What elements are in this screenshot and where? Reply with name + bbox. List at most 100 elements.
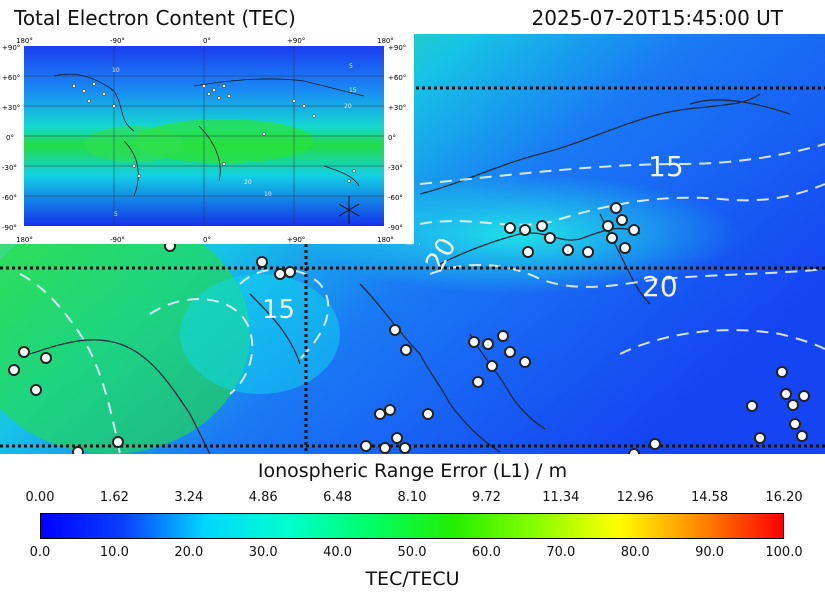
- station-marker: [619, 242, 631, 254]
- station-marker: [789, 418, 801, 430]
- station-marker: [536, 220, 548, 232]
- inset-lat-label: +30°: [388, 104, 407, 112]
- chart-title: Total Electron Content (TEC): [14, 6, 296, 30]
- station-marker: [649, 438, 661, 450]
- inset-lon-label: -90°: [110, 236, 125, 244]
- station-marker: [504, 222, 516, 234]
- tec-tick: 40.0: [323, 545, 353, 560]
- tec-ticks: 0.0 10.0 20.0 30.0 40.0 50.0 60.0 70.0 80.0 90.0 1…: [30, 545, 803, 561]
- station-marker: [40, 352, 52, 364]
- range-error-ticks: 0.00 1.62 3.24 4.86 6.48 8.10 9.72 11.34 12.96 14…: [26, 490, 803, 506]
- station-marker: [746, 400, 758, 412]
- inset-contour-label: 20: [244, 179, 252, 186]
- station-marker: [256, 256, 268, 268]
- inset-contour-label: 10: [264, 191, 272, 198]
- contour-label: 20: [642, 270, 678, 303]
- station-marker: [18, 346, 30, 358]
- range-error-tick: 12.96: [616, 490, 654, 505]
- inset-contour-label: 5: [349, 63, 353, 70]
- tec-blob: [0, 214, 250, 454]
- station-marker: [610, 202, 622, 214]
- inset-lon-label: 180°: [16, 37, 33, 45]
- inset-contour-label: 15: [349, 87, 357, 94]
- station-marker: [522, 246, 534, 258]
- station-marker: [776, 366, 788, 378]
- inset-contour-label: 5: [114, 211, 118, 218]
- station-marker: [497, 330, 509, 342]
- station-marker: [602, 220, 614, 232]
- station-marker: [482, 338, 494, 350]
- station-marker: [787, 399, 799, 411]
- station-marker: [754, 432, 766, 444]
- inset-contour-label: 10: [112, 67, 120, 74]
- contour-label: 15: [648, 150, 684, 183]
- tec-tick: 100.0: [765, 545, 803, 560]
- station-marker: [112, 436, 124, 448]
- station-marker: [798, 390, 810, 402]
- tec-unit-label: TEC/TECU: [365, 568, 460, 590]
- tec-tick: 80.0: [620, 545, 650, 560]
- station-marker: [379, 442, 391, 454]
- inset-lat-label: +60°: [2, 74, 21, 82]
- range-error-tick: 3.24: [174, 490, 204, 505]
- tec-tick: 10.0: [99, 545, 129, 560]
- inset-lon-label: 180°: [16, 236, 33, 244]
- tec-tick: 70.0: [546, 545, 576, 560]
- inset-lon-label: 0°: [203, 37, 211, 45]
- station-marker: [8, 364, 20, 376]
- inset-lat-label: 0°: [388, 134, 396, 142]
- inset-lat-label: -30°: [388, 164, 403, 172]
- tec-colorbar: [40, 513, 784, 539]
- tec-blob: [180, 274, 340, 394]
- range-error-label: Ionospheric Range Error (L1) / m: [257, 460, 568, 482]
- inset-lat-label: +60°: [388, 74, 407, 82]
- inset-lon-label: +90°: [287, 37, 306, 45]
- station-marker: [391, 432, 403, 444]
- station-marker: [72, 446, 84, 454]
- tec-tick: 90.0: [695, 545, 725, 560]
- inset-lon-label: -90°: [110, 37, 125, 45]
- station-marker: [628, 448, 640, 454]
- station-marker: [30, 384, 42, 396]
- graticule: [0, 86, 825, 454]
- inset-lon-label: +90°: [287, 236, 306, 244]
- inset-continents: [53, 73, 365, 197]
- station-marker: [468, 336, 480, 348]
- station-marker: [504, 346, 516, 358]
- timestamp: 2025-07-20T15:45:00 UT: [531, 6, 783, 30]
- inset-lat-label: +90°: [388, 44, 407, 52]
- station-marker: [616, 214, 628, 226]
- range-error-tick: 9.72: [471, 490, 501, 505]
- station-marker: [284, 266, 296, 278]
- station-marker: [544, 232, 556, 244]
- station-marker: [472, 376, 484, 388]
- tec-tick: 0.0: [29, 545, 51, 560]
- tec-tick: 50.0: [397, 545, 427, 560]
- inset-lat-label: -60°: [2, 194, 17, 202]
- inset-lat-label: -90°: [2, 224, 17, 232]
- inset-contour-label: 20: [344, 103, 352, 110]
- inset-lat-label: 0°: [6, 134, 14, 142]
- inset-lon-label: 180°: [377, 236, 394, 244]
- station-marker: [628, 224, 640, 236]
- range-error-tick: 6.48: [323, 490, 353, 505]
- station-marker: [389, 324, 401, 336]
- station-marker: [360, 440, 372, 452]
- station-marker: [400, 344, 412, 356]
- tec-tick: 20.0: [174, 545, 204, 560]
- station-marker: [780, 388, 792, 400]
- tec-tick: 30.0: [248, 545, 278, 560]
- range-error-tick: 8.10: [397, 490, 427, 505]
- inset-lat-label: -60°: [388, 194, 403, 202]
- station-marker: [796, 430, 808, 442]
- station-marker: [519, 224, 531, 236]
- station-marker: [422, 408, 434, 420]
- inset-lat-label: -30°: [2, 164, 17, 172]
- station-marker: [582, 246, 594, 258]
- inset-tec-blob: [84, 126, 184, 162]
- inset-tec-blob: [134, 119, 314, 163]
- station-marker: [374, 408, 386, 420]
- inset-lat-label: +30°: [2, 104, 21, 112]
- inset-stations: [72, 82, 356, 183]
- inset-lat-label: +90°: [2, 44, 21, 52]
